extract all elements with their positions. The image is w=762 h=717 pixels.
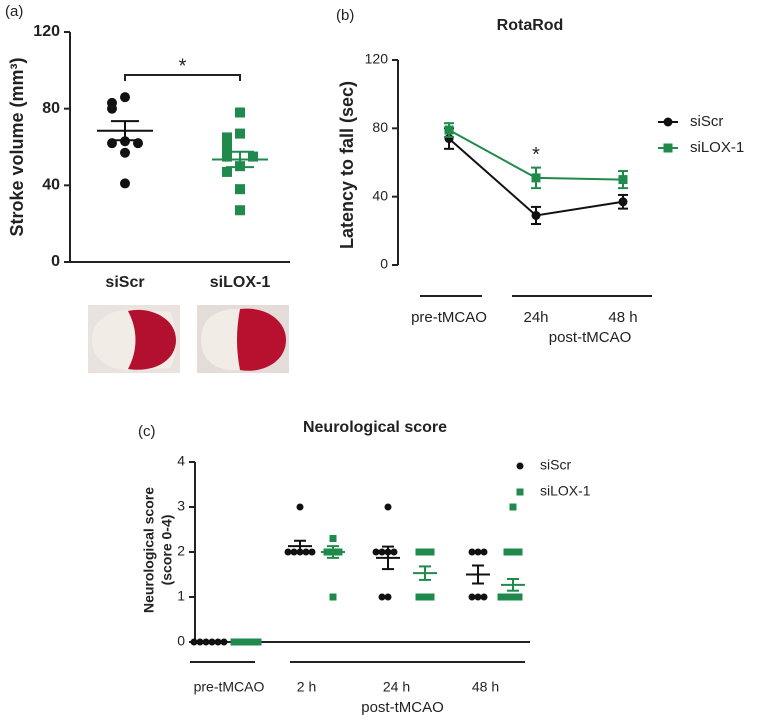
legend-label: siScr bbox=[690, 113, 723, 130]
y-tick-label: 120 bbox=[33, 23, 60, 40]
annotation: * bbox=[532, 144, 540, 166]
annotation: * bbox=[179, 55, 187, 77]
significance-bracket bbox=[124, 74, 241, 81]
point bbox=[190, 638, 198, 646]
point bbox=[497, 593, 505, 601]
point bbox=[120, 178, 130, 189]
chart-title: RotaRod bbox=[497, 17, 564, 34]
panel-label: (b) bbox=[336, 7, 354, 24]
y-tick-label: 80 bbox=[42, 100, 60, 117]
x-group-label: post-tMCAO bbox=[549, 329, 632, 346]
point bbox=[308, 548, 316, 556]
y-tick-label: 0 bbox=[177, 633, 185, 649]
point bbox=[618, 175, 628, 185]
point bbox=[384, 503, 392, 511]
y-axis-label: (score 0-4) bbox=[159, 515, 175, 586]
point bbox=[427, 593, 435, 601]
point bbox=[378, 593, 386, 601]
point bbox=[415, 593, 423, 601]
y-tick-label: 0 bbox=[51, 253, 60, 270]
point bbox=[474, 593, 482, 601]
brain-slice bbox=[128, 309, 176, 370]
legend-marker bbox=[663, 117, 673, 127]
point bbox=[329, 593, 337, 601]
point bbox=[107, 103, 117, 114]
brain-images bbox=[88, 305, 289, 373]
x-tick-label: pre-tMCAO bbox=[194, 679, 265, 695]
y-tick-label: 80 bbox=[372, 119, 388, 135]
point bbox=[222, 166, 232, 177]
panel-label: (a) bbox=[5, 3, 23, 20]
y-tick-label: 0 bbox=[380, 256, 388, 272]
point bbox=[515, 548, 523, 556]
y-tick-label: 40 bbox=[42, 177, 60, 194]
point bbox=[618, 197, 628, 207]
point bbox=[378, 548, 386, 556]
point bbox=[427, 548, 435, 556]
point bbox=[222, 151, 232, 162]
y-axis-label: Latency to fall (sec) bbox=[337, 81, 357, 249]
point bbox=[474, 548, 482, 556]
legend-marker bbox=[663, 143, 673, 153]
x-tick-label: siScr bbox=[105, 274, 144, 291]
x-tick-label: 24h bbox=[523, 309, 548, 326]
point bbox=[120, 92, 130, 103]
point bbox=[384, 593, 392, 601]
point bbox=[235, 205, 245, 216]
brain-slice bbox=[237, 308, 286, 371]
point bbox=[468, 548, 476, 556]
legend-label: siScr bbox=[540, 457, 571, 473]
point bbox=[421, 593, 429, 601]
x-tick-label: 48 h bbox=[608, 309, 637, 326]
point bbox=[531, 173, 541, 183]
y-axis-label: Neurological score bbox=[141, 487, 157, 613]
point bbox=[235, 107, 245, 118]
x-tick-label: 2 h bbox=[297, 679, 316, 695]
point bbox=[222, 142, 232, 152]
point bbox=[390, 548, 398, 556]
point bbox=[415, 548, 423, 556]
x-tick-label: 24 h bbox=[383, 679, 410, 695]
x-tick-label: 48 h bbox=[472, 679, 499, 695]
point bbox=[421, 548, 429, 556]
point bbox=[372, 548, 380, 556]
point bbox=[444, 125, 454, 135]
point bbox=[222, 132, 232, 143]
point bbox=[503, 548, 511, 556]
point bbox=[509, 548, 517, 556]
legend-marker bbox=[516, 462, 524, 470]
point bbox=[329, 535, 337, 542]
point bbox=[515, 593, 523, 601]
x-tick-label: siLOX-1 bbox=[210, 274, 271, 291]
y-tick-label: 120 bbox=[365, 51, 389, 67]
y-tick-label: 40 bbox=[372, 187, 388, 203]
y-axis-label: Stroke volume (mm³) bbox=[7, 57, 27, 236]
point bbox=[480, 548, 488, 556]
point bbox=[296, 503, 304, 511]
point bbox=[509, 503, 517, 511]
point bbox=[468, 593, 476, 601]
y-tick-label: 3 bbox=[177, 498, 185, 514]
point bbox=[235, 184, 245, 195]
legend-label: siLOX-1 bbox=[690, 139, 744, 156]
y-tick-label: 4 bbox=[177, 453, 185, 469]
y-tick-label: 2 bbox=[177, 543, 185, 559]
point bbox=[235, 128, 245, 139]
point bbox=[284, 548, 292, 556]
point bbox=[509, 593, 517, 601]
chart-title: Neurological score bbox=[303, 419, 447, 436]
point bbox=[120, 147, 130, 158]
point bbox=[503, 593, 511, 601]
y-tick-label: 1 bbox=[177, 588, 185, 604]
point bbox=[531, 210, 541, 220]
brain-slice bbox=[201, 308, 240, 371]
point bbox=[248, 151, 258, 162]
point bbox=[480, 593, 488, 601]
panel-label: (c) bbox=[138, 423, 156, 440]
legend-marker bbox=[516, 488, 524, 496]
x-tick-label: pre-tMCAO bbox=[411, 309, 487, 326]
legend-label: siLOX-1 bbox=[540, 483, 591, 499]
x-group-label: post-tMCAO bbox=[361, 699, 444, 716]
